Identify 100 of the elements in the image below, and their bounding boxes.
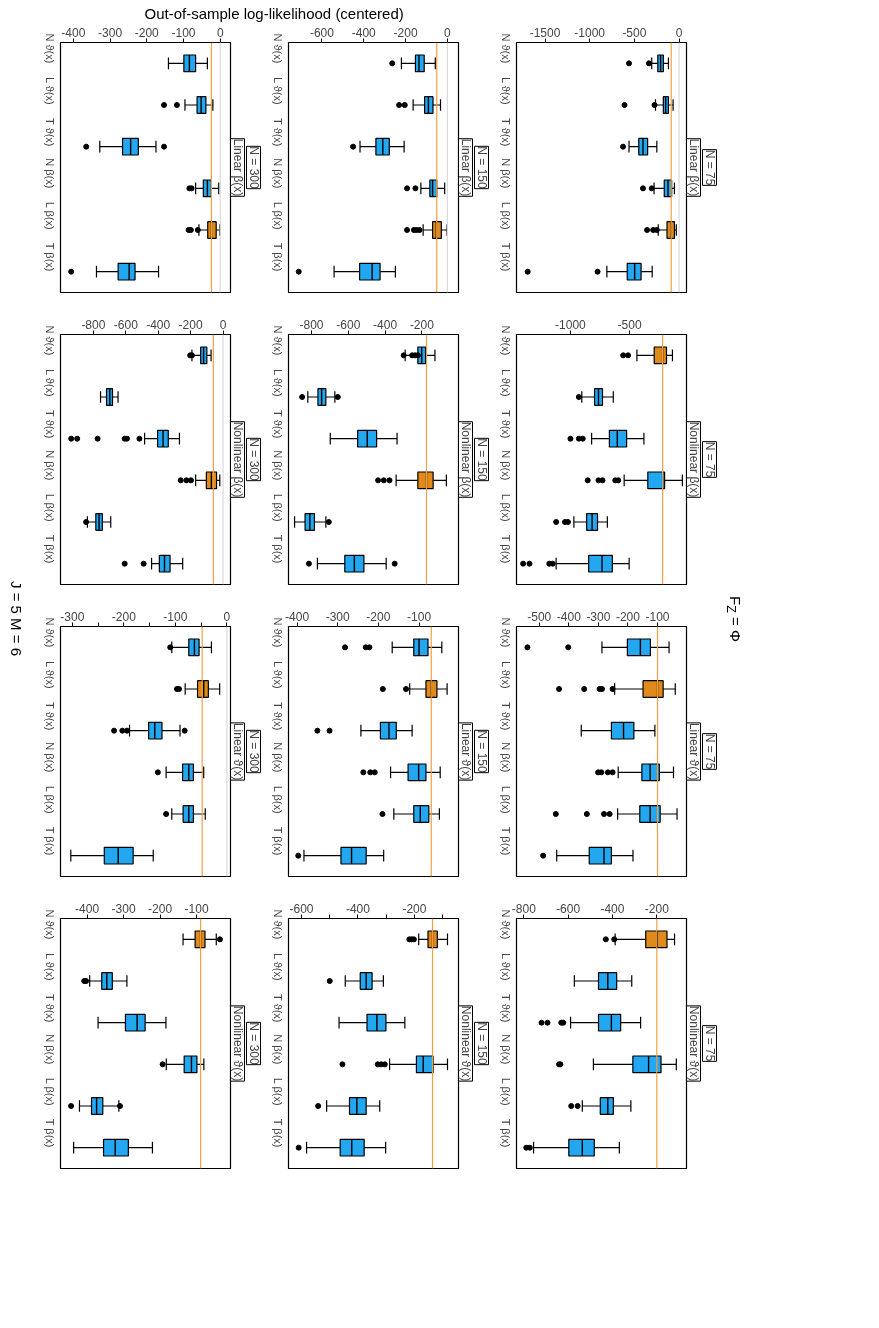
y-tick-label: N β(x) (43, 450, 56, 481)
y-tick-label: L ϑ(x) (43, 660, 56, 689)
y-tick-label: N β(x) (499, 158, 512, 189)
text: Nonlinear β(x) (458, 421, 473, 498)
y-tick-label: T ϑ(x) (499, 702, 512, 731)
y-tick-label: T β(x) (271, 1118, 284, 1148)
x-tick-label: 0 (216, 25, 224, 40)
y-tick-label: T ϑ(x) (499, 118, 512, 147)
text: N = 150 (474, 146, 489, 190)
y-tick-label: T β(x) (499, 1118, 512, 1148)
y-tick-label: N ϑ(x) (271, 33, 284, 64)
text: N = 75 (702, 1025, 717, 1062)
text: Linear β(x) (686, 138, 701, 197)
text: Nonlinear ϑ(x) (230, 1005, 245, 1082)
text: N = 150 (474, 730, 489, 774)
y-tick-label: L ϑ(x) (43, 952, 56, 981)
y-tick-label: T β(x) (43, 534, 56, 564)
y-tick-label: L ϑ(x) (499, 660, 512, 689)
x-tick-label: -200 (409, 317, 435, 332)
x-tick-label: -200 (644, 901, 670, 916)
x-tick-label: -100 (171, 25, 196, 40)
y-tick-label: N β(x) (271, 742, 284, 773)
y-tick-label: L ϑ(x) (271, 76, 284, 105)
y-tick-label: N β(x) (43, 158, 56, 189)
y-tick-label: T ϑ(x) (271, 118, 284, 147)
x-tick-label: -300 (60, 609, 85, 624)
y-tick-label: T ϑ(x) (43, 702, 56, 731)
text: Linear ϑ(x) (686, 722, 701, 781)
text: Nonlinear β(x) (230, 421, 245, 498)
y-tick-label: L β(x) (43, 493, 56, 522)
x-tick-label: -1000 (555, 317, 587, 332)
text: Linear ϑ(x) (230, 722, 245, 781)
text: N = 300 (246, 1022, 261, 1066)
x-tick-label: -600 (289, 901, 314, 916)
y-tick-label: L β(x) (499, 1077, 512, 1106)
x-tick-label: -400 (351, 25, 377, 40)
text: Linear β(x) (458, 138, 473, 197)
x-tick-label: -300 (586, 609, 611, 624)
text: J = 5 M = 6 (6, 581, 26, 657)
text: N = 150 (474, 438, 489, 482)
y-tick-label: N β(x) (271, 158, 284, 189)
y-tick-label: L ϑ(x) (271, 368, 284, 397)
y-tick-label: L ϑ(x) (499, 368, 512, 397)
x-tick-label: -200 (366, 609, 391, 624)
x-tick-label: -500 (622, 25, 647, 40)
y-tick-label: L β(x) (271, 201, 284, 230)
y-tick-label: N β(x) (271, 450, 284, 481)
y-tick-label: T β(x) (499, 826, 512, 856)
y-tick-label: T ϑ(x) (43, 118, 56, 147)
x-tick-label: -1000 (574, 25, 606, 40)
y-tick-label: L ϑ(x) (271, 952, 284, 981)
y-tick-label: N β(x) (499, 450, 512, 481)
x-tick-label: -100 (407, 609, 432, 624)
y-tick-label: L β(x) (271, 785, 284, 814)
y-tick-label: T β(x) (43, 1118, 56, 1148)
y-tick-label: T β(x) (499, 242, 512, 272)
y-tick-label: T ϑ(x) (43, 410, 56, 439)
text: N = 150 (474, 1022, 489, 1066)
x-tick-label: -100 (645, 609, 670, 624)
text: N = 300 (246, 146, 261, 190)
y-tick-label: L ϑ(x) (499, 76, 512, 105)
y-tick-label: N β(x) (499, 742, 512, 773)
y-tick-label: N ϑ(x) (499, 617, 512, 648)
x-tick-label: -200 (111, 609, 137, 624)
y-tick-label: T ϑ(x) (499, 994, 512, 1023)
x-tick-label: -400 (285, 609, 310, 624)
y-tick-label: T ϑ(x) (43, 994, 56, 1023)
x-tick-label: -600 (309, 25, 335, 40)
x-tick-label: -600 (113, 317, 139, 332)
text: Linear β(x) (230, 138, 245, 197)
x-axis-title: Out-of-sample log-likelihood (centered) (144, 5, 404, 23)
y-tick-label: N ϑ(x) (499, 33, 512, 64)
x-tick-label: -400 (600, 901, 625, 916)
x-tick-label: -400 (61, 25, 86, 40)
y-tick-label: N β(x) (43, 742, 56, 773)
y-tick-label: N ϑ(x) (43, 33, 56, 64)
text: N = 75 (702, 149, 717, 186)
y-tick-label: T ϑ(x) (271, 994, 284, 1023)
y-tick-label: T β(x) (43, 826, 56, 856)
y-tick-label: L β(x) (271, 1077, 284, 1106)
x-tick-label: -200 (615, 609, 641, 624)
y-tick-label: L β(x) (499, 201, 512, 230)
text: N = 75 (702, 441, 717, 478)
y-tick-label: N ϑ(x) (271, 325, 284, 356)
x-tick-label: -400 (75, 901, 100, 916)
x-tick-label: -400 (345, 901, 371, 916)
text: N = 75 (702, 733, 717, 770)
x-tick-label: -200 (134, 25, 160, 40)
text: N = 300 (246, 730, 261, 774)
y-tick-label: N ϑ(x) (43, 617, 56, 648)
y-tick-label: L ϑ(x) (499, 952, 512, 981)
y-tick-label: T β(x) (499, 534, 512, 564)
x-tick-label: -400 (556, 609, 582, 624)
y-tick-label: L ϑ(x) (43, 368, 56, 397)
y-tick-label: L ϑ(x) (271, 660, 284, 689)
x-tick-label: -800 (81, 317, 106, 332)
x-tick-label: -600 (336, 317, 361, 332)
y-tick-label: N β(x) (43, 1034, 56, 1065)
x-tick-label: -200 (148, 901, 173, 916)
y-tick-label: N ϑ(x) (271, 617, 284, 648)
